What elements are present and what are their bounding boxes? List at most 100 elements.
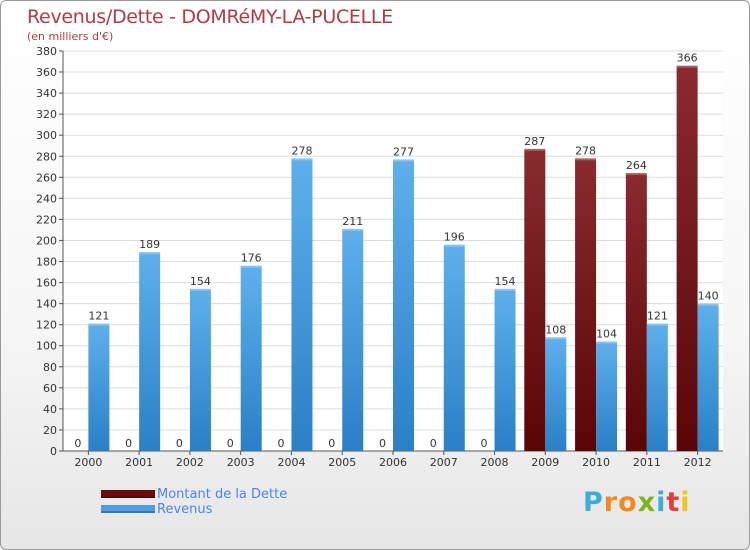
data-label: 0 (379, 437, 386, 450)
revenue-bar (240, 265, 262, 451)
data-label: 0 (328, 437, 335, 450)
x-tick-label: 2006 (379, 456, 407, 469)
debt-bar (625, 173, 647, 451)
revenue-bar-highlight (88, 323, 110, 326)
debt-bar (575, 158, 597, 452)
legend-label-debt: Montant de la Dette (157, 487, 288, 502)
y-tick-label: 100 (36, 340, 57, 353)
revenue-bar-highlight (596, 341, 618, 344)
revenue-bar-highlight (240, 265, 262, 268)
logo-letter: i (680, 487, 691, 518)
data-label: 0 (277, 437, 284, 450)
revenue-bar-highlight (291, 158, 313, 161)
data-label: 0 (481, 437, 488, 450)
y-tick-label: 120 (36, 319, 57, 332)
y-tick-label: 220 (36, 213, 57, 226)
data-label: 189 (139, 238, 160, 251)
y-tick-label: 340 (36, 87, 57, 100)
x-tick-label: 2012 (684, 456, 712, 469)
x-tick-label: 2003 (227, 456, 255, 469)
revenue-bar-highlight (189, 288, 211, 291)
x-tick-label: 2009 (531, 456, 559, 469)
y-tick-label: 280 (36, 150, 57, 163)
revenue-bar-highlight (393, 159, 414, 162)
data-label: 140 (698, 290, 719, 303)
revenue-bar (88, 323, 110, 451)
data-label: 104 (596, 328, 617, 341)
debt-bar (676, 65, 698, 451)
y-tick-label: 180 (36, 256, 57, 269)
x-tick-label: 2008 (481, 456, 509, 469)
x-tick-label: 2002 (176, 456, 204, 469)
revenue-bar-highlight (545, 337, 567, 340)
data-label: 211 (342, 215, 363, 228)
logo-letter: x (637, 487, 657, 518)
revenue-bar (342, 228, 364, 451)
data-label: 121 (88, 310, 109, 323)
revenue-bar (545, 337, 567, 451)
data-label: 0 (430, 437, 437, 450)
x-tick-label: 2007 (430, 456, 458, 469)
revenue-bar-highlight (443, 244, 465, 247)
data-label: 366 (677, 52, 698, 65)
x-tick-label: 2010 (582, 456, 610, 469)
y-tick-label: 140 (36, 298, 57, 311)
debt-bar-highlight (524, 148, 546, 151)
revenue-bar-highlight (697, 303, 719, 306)
logo-letter: o (618, 487, 638, 518)
x-tick-label: 2005 (328, 456, 356, 469)
debt-bar-highlight (625, 173, 647, 176)
y-tick-label: 80 (43, 361, 57, 374)
x-tick-label: 2000 (74, 456, 102, 469)
revenue-bar (697, 303, 719, 451)
data-label: 176 (241, 252, 262, 265)
logo-letter: P (583, 487, 604, 518)
y-tick-label: 360 (36, 66, 57, 79)
revenue-bar (596, 341, 618, 451)
data-label: 196 (444, 231, 465, 244)
chart-subtitle: (en milliers d'€) (27, 30, 114, 43)
y-tick-label: 60 (43, 382, 57, 395)
revenue-bar (646, 323, 668, 451)
revenue-bar-highlight (646, 323, 668, 326)
y-tick-label: 300 (36, 129, 57, 142)
y-tick-label: 40 (43, 403, 57, 416)
data-label: 287 (524, 135, 545, 148)
data-label: 0 (176, 437, 183, 450)
revenue-bar (393, 159, 414, 451)
revenue-bar (189, 288, 211, 451)
x-tick-label: 2004 (277, 456, 305, 469)
logo-letter: r (603, 487, 619, 518)
data-label: 278 (575, 144, 596, 157)
data-label: 278 (291, 144, 312, 157)
data-label: 0 (74, 437, 81, 450)
data-label: 264 (626, 159, 647, 172)
data-label: 121 (647, 310, 668, 323)
data-label: 277 (393, 145, 414, 158)
y-tick-label: 380 (36, 45, 57, 58)
logo-letter: i (656, 487, 667, 518)
x-tick-label: 2001 (125, 456, 153, 469)
chart-title: Revenus/Dette - DOMRéMY-LA-PUCELLE (27, 6, 393, 28)
revenue-bar-highlight (342, 228, 364, 231)
y-tick-label: 320 (36, 108, 57, 121)
revenue-bar-highlight (139, 252, 161, 255)
revenue-bar (139, 252, 161, 451)
data-label: 154 (495, 275, 516, 288)
revenue-bar-highlight (494, 288, 516, 291)
y-tick-label: 240 (36, 192, 57, 205)
legend-label-revenue: Revenus (157, 502, 213, 517)
y-tick-label: 0 (50, 445, 57, 458)
y-tick-label: 20 (43, 424, 57, 437)
data-label: 0 (227, 437, 234, 450)
y-tick-label: 160 (36, 277, 57, 290)
x-tick-label: 2011 (633, 456, 661, 469)
debt-bar (524, 148, 546, 452)
debt-bar-highlight (575, 158, 597, 161)
revenue-bar (494, 288, 516, 451)
data-label: 0 (125, 437, 132, 450)
y-tick-label: 260 (36, 171, 57, 184)
legend-swatch-revenue (101, 505, 155, 513)
